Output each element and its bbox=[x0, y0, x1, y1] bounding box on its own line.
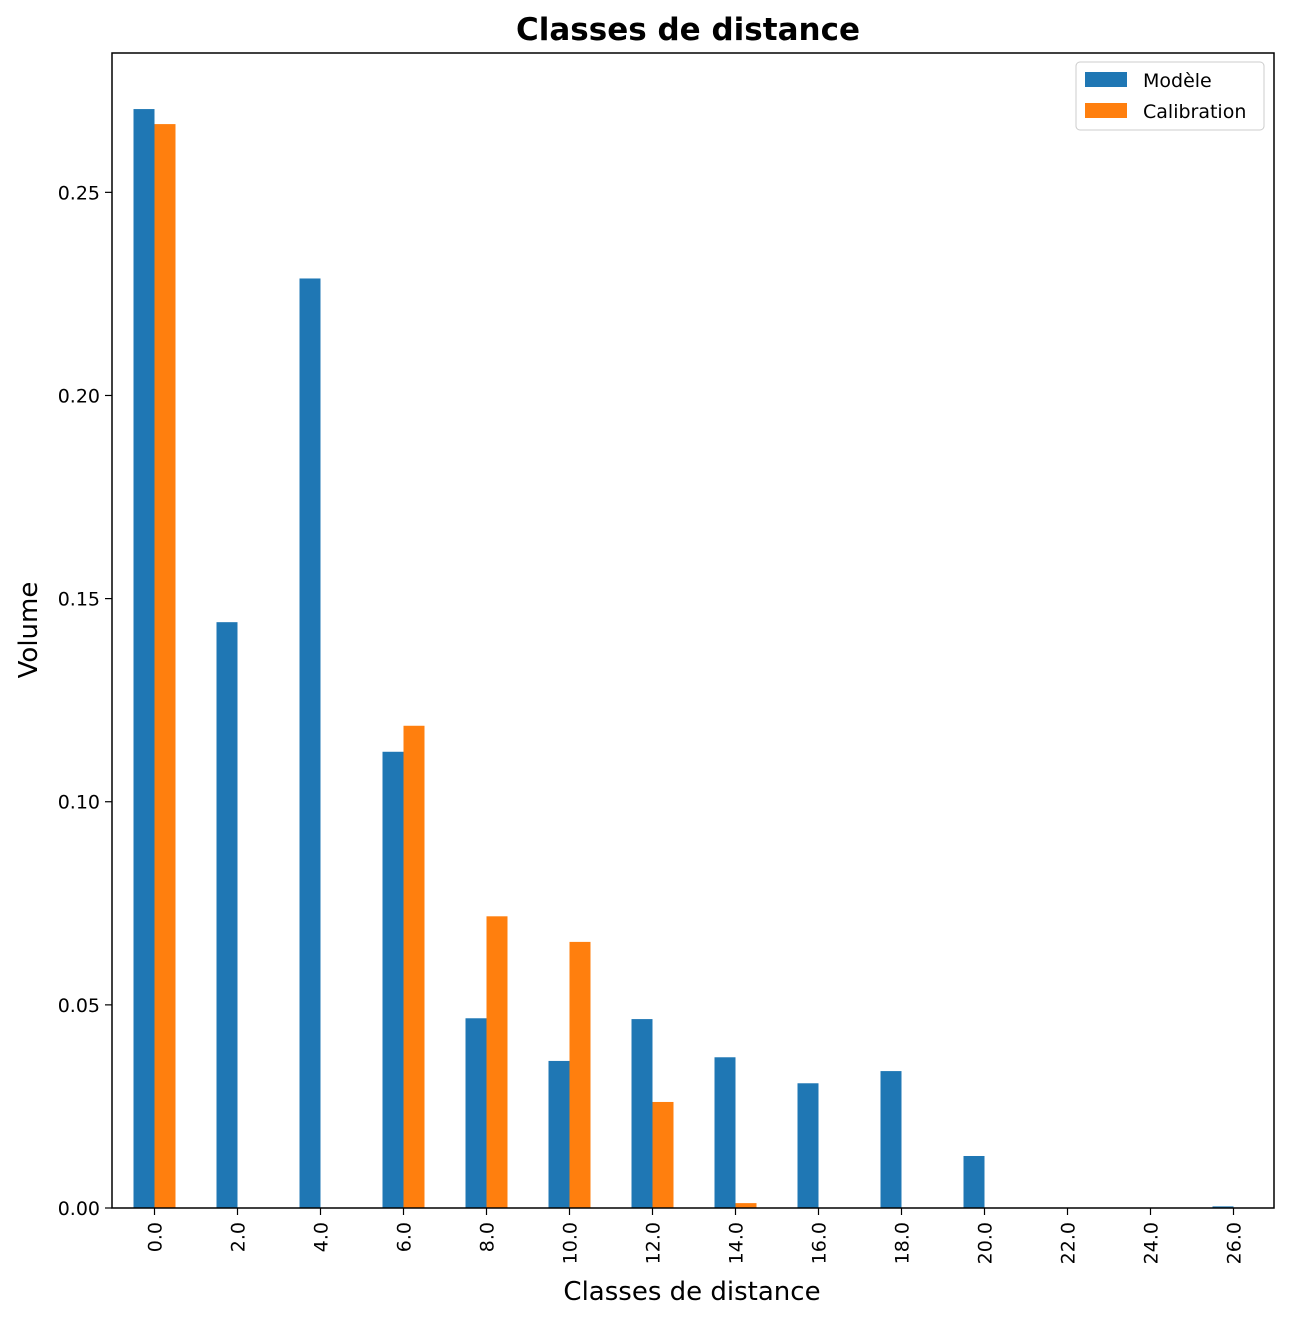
legend-label-1: Calibration bbox=[1143, 101, 1246, 123]
bar-0-8 bbox=[797, 1083, 819, 1208]
x-tick-label-10: 20.0 bbox=[975, 1222, 997, 1264]
bar-0-13 bbox=[1212, 1206, 1234, 1208]
x-tick-label-3: 6.0 bbox=[394, 1222, 416, 1252]
bar-1-6 bbox=[652, 1101, 674, 1208]
axes-layer: 0.00 0.05 0.10 0.15 0.20 0.25 0.0 2.0 4.0 6.0 8.0 1… bbox=[58, 52, 1275, 1264]
legend-label-0: Modèle bbox=[1143, 70, 1212, 92]
bar-0-10 bbox=[963, 1155, 985, 1208]
bar-0-2 bbox=[299, 278, 321, 1208]
x-tick-label-8: 16.0 bbox=[809, 1222, 831, 1264]
x-tick-label-12: 24.0 bbox=[1141, 1222, 1163, 1264]
y-tick-label-1: 0.05 bbox=[58, 995, 100, 1017]
y-axis-label: Volume bbox=[14, 582, 44, 679]
bar-1-4 bbox=[486, 916, 508, 1208]
chart-title: Classes de distance bbox=[516, 12, 860, 48]
x-tick-label-7: 14.0 bbox=[726, 1222, 748, 1264]
x-tick-label-11: 22.0 bbox=[1058, 1222, 1080, 1264]
y-tick-label-4: 0.20 bbox=[58, 385, 100, 407]
bar-0-0 bbox=[133, 109, 155, 1209]
x-tick-label-6: 12.0 bbox=[643, 1222, 665, 1264]
bar-1-0 bbox=[154, 124, 176, 1208]
x-tick-label-5: 10.0 bbox=[560, 1222, 582, 1264]
y-tick-label-2: 0.10 bbox=[58, 792, 100, 814]
plot-frame bbox=[111, 52, 1275, 1209]
bars-layer bbox=[133, 109, 1234, 1209]
x-tick-label-13: 26.0 bbox=[1224, 1222, 1246, 1264]
series-1 bbox=[154, 124, 757, 1208]
x-tick-label-4: 8.0 bbox=[477, 1222, 499, 1252]
bar-0-7 bbox=[714, 1057, 736, 1208]
bar-1-3 bbox=[403, 725, 425, 1208]
bar-0-1 bbox=[216, 622, 238, 1208]
bar-0-4 bbox=[465, 1018, 487, 1208]
legend: Modèle Calibration bbox=[1075, 61, 1265, 131]
series-0 bbox=[133, 109, 1234, 1209]
legend-swatch-0 bbox=[1085, 72, 1127, 87]
bar-1-5 bbox=[569, 941, 591, 1208]
bar-0-9 bbox=[880, 1071, 902, 1208]
y-tick-label-5: 0.25 bbox=[58, 182, 100, 204]
y-tick-label-0: 0.00 bbox=[58, 1198, 100, 1220]
y-tick-label-3: 0.15 bbox=[58, 589, 100, 611]
x-tick-label-1: 2.0 bbox=[228, 1222, 250, 1252]
x-axis-label: Classes de distance bbox=[563, 1277, 820, 1307]
bar-0-6 bbox=[631, 1019, 653, 1208]
bar-0-5 bbox=[548, 1060, 570, 1208]
x-tick-label-2: 4.0 bbox=[311, 1222, 333, 1252]
bar-1-7 bbox=[735, 1203, 757, 1208]
bar-0-3 bbox=[382, 751, 404, 1208]
x-tick-label-9: 18.0 bbox=[892, 1222, 914, 1264]
legend-swatch-1 bbox=[1085, 103, 1127, 118]
x-tick-label-0: 0.0 bbox=[145, 1222, 167, 1252]
